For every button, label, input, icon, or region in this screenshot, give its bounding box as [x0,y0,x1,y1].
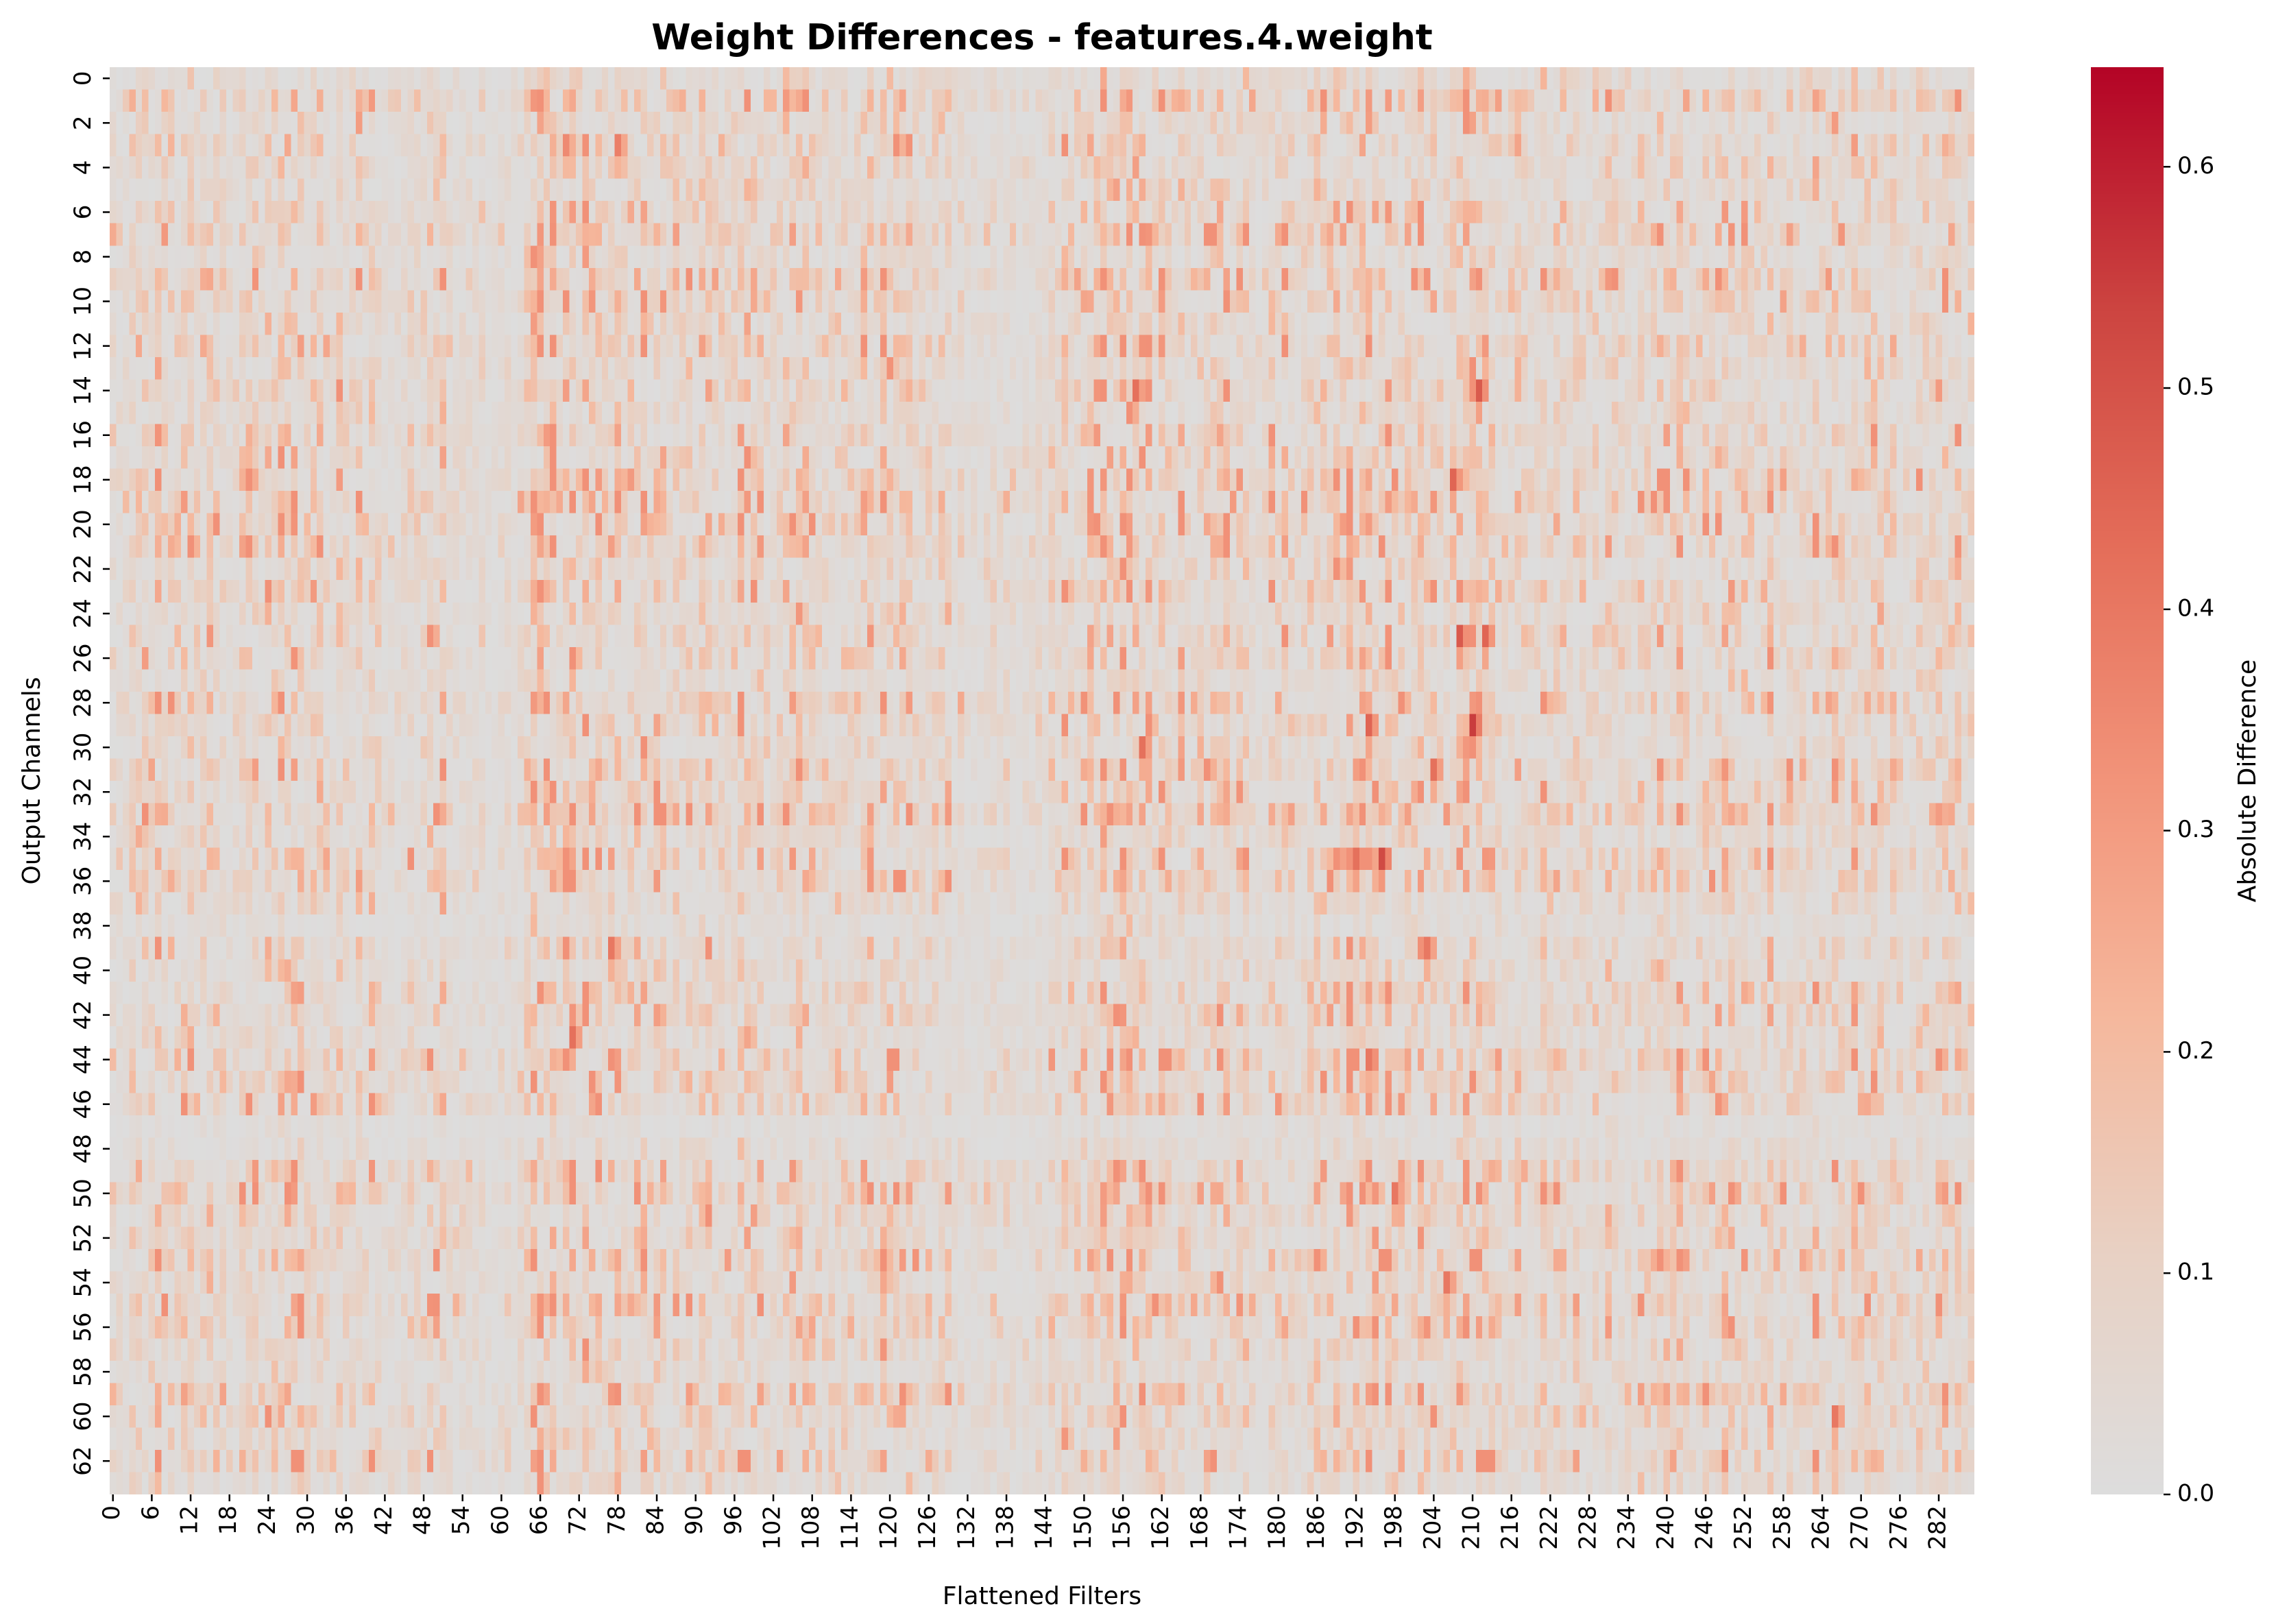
x-tick-label: 192 [1342,1505,1369,1550]
y-tick-label: 26 [69,643,97,672]
y-axis-ticks: 0246810121416182022242628303234363840424… [69,71,110,1476]
x-tick-label: 102 [759,1505,786,1550]
y-tick-label: 56 [69,1312,97,1342]
x-tick-label: 270 [1846,1505,1874,1550]
x-tick-label: 174 [1225,1505,1252,1550]
y-tick-label: 18 [69,465,97,494]
x-tick-label: 30 [293,1505,320,1535]
x-tick-label: 132 [953,1505,980,1550]
y-tick-label: 34 [69,822,97,851]
x-tick-label: 66 [526,1505,553,1535]
y-tick-label: 16 [69,420,97,450]
x-tick-label: 96 [720,1505,747,1535]
x-tick-label: 162 [1147,1505,1174,1550]
colorbar-tick-label: 0.0 [2177,1480,2214,1507]
y-tick-label: 30 [69,733,97,762]
y-tick-label: 46 [69,1089,97,1119]
x-tick-label: 210 [1458,1505,1486,1550]
y-tick-label: 12 [69,331,97,361]
colorbar-ticks: 0.0 0.1 0.2 0.3 0.4 0.5 0.6 [2164,152,2214,1507]
y-tick-label: 6 [69,205,97,220]
y-tick-label: 40 [69,956,97,985]
x-tick-label: 42 [370,1505,398,1535]
colorbar-tick-label: 0.6 [2177,152,2214,180]
y-tick-label: 52 [69,1223,97,1252]
x-tick-label: 186 [1303,1505,1330,1550]
colorbar-tick-label: 0.5 [2177,374,2214,401]
x-tick-label: 6 [137,1505,165,1520]
y-tick-label: 14 [69,376,97,405]
colorbar-gradient [2091,67,2164,1494]
y-axis-label: Output Channels [18,677,46,884]
y-tick-label: 4 [69,160,97,175]
x-tick-label: 198 [1380,1505,1407,1550]
x-tick-label: 222 [1536,1505,1563,1550]
x-tick-label: 90 [681,1505,708,1535]
colorbar-label: Absolute Difference [2233,659,2262,902]
x-tick-label: 108 [797,1505,825,1550]
heatmap-cells [110,67,1974,1494]
y-tick-label: 36 [69,866,97,896]
x-tick-label: 150 [1069,1505,1097,1550]
y-tick-label: 32 [69,777,97,807]
colorbar-tick-label: 0.4 [2177,594,2214,622]
x-tick-label: 180 [1263,1505,1291,1550]
x-tick-label: 72 [564,1505,592,1535]
y-tick-label: 58 [69,1357,97,1386]
x-tick-label: 234 [1613,1505,1641,1550]
x-tick-label: 60 [487,1505,514,1535]
y-tick-label: 38 [69,911,97,941]
x-axis-ticks: 0 6 12 18 24 30 36 42 48 54 60 66 72 78 84 90 96 102 108 11… [98,1494,1952,1550]
x-tick-label: 252 [1730,1505,1757,1550]
x-tick-label: 138 [992,1505,1019,1550]
x-tick-label: 84 [642,1505,670,1535]
y-tick-label: 50 [69,1178,97,1208]
x-tick-label: 126 [914,1505,941,1550]
x-tick-label: 48 [409,1505,437,1535]
x-tick-label: 258 [1769,1505,1796,1550]
y-tick-label: 44 [69,1045,97,1074]
x-tick-label: 114 [836,1505,864,1550]
x-tick-label: 168 [1186,1505,1213,1550]
x-tick-label: 240 [1652,1505,1680,1550]
chart-title: Weight Differences - features.4.weight [651,17,1433,58]
x-tick-label: 282 [1924,1505,1952,1550]
x-tick-label: 24 [254,1505,281,1535]
colorbar-tick-label: 0.2 [2177,1037,2214,1065]
y-tick-label: 10 [69,287,97,316]
x-tick-label: 78 [603,1505,631,1535]
x-tick-label: 18 [215,1505,242,1535]
x-tick-label: 0 [98,1505,125,1520]
colorbar-tick-label: 0.3 [2177,816,2214,843]
y-tick-label: 42 [69,1000,97,1030]
y-tick-label: 62 [69,1446,97,1476]
x-tick-label: 120 [875,1505,903,1550]
y-tick-label: 8 [69,250,97,265]
y-tick-label: 0 [69,71,97,86]
y-tick-label: 54 [69,1268,97,1297]
y-tick-label: 24 [69,598,97,628]
colorbar-tick-label: 0.1 [2177,1259,2214,1286]
x-tick-label: 276 [1885,1505,1913,1550]
x-tick-label: 156 [1109,1505,1136,1550]
x-tick-label: 12 [176,1505,204,1535]
x-tick-label: 264 [1808,1505,1835,1550]
y-tick-label: 20 [69,509,97,539]
y-tick-label: 60 [69,1402,97,1431]
x-tick-label: 54 [448,1505,475,1535]
x-tick-label: 204 [1419,1505,1446,1550]
x-tick-label: 36 [331,1505,359,1535]
x-tick-label: 246 [1691,1505,1719,1550]
x-tick-label: 228 [1575,1505,1602,1550]
x-tick-label: 216 [1497,1505,1524,1550]
y-tick-label: 2 [69,116,97,131]
y-tick-label: 22 [69,554,97,583]
x-tick-label: 144 [1030,1505,1058,1550]
y-tick-label: 28 [69,688,97,718]
y-tick-label: 48 [69,1134,97,1163]
x-axis-label: Flattened Filters [943,1582,1141,1610]
